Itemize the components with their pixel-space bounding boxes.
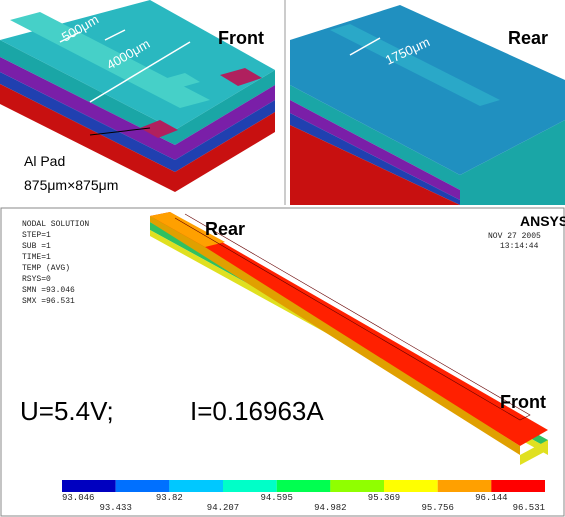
rear-model: 1750μm Rear [290,5,565,205]
colorbar-label: 95.369 [368,493,400,503]
colorbar-label: 93.82 [156,493,183,503]
rear-label: Rear [205,219,245,239]
date: NOV 27 2005 [488,232,541,241]
info-line: STEP=1 [22,231,51,240]
voltage: U=5.4V; [20,396,114,426]
front-label: Front [500,392,546,412]
info-line: SMN =93.046 [22,286,75,295]
side-label: Front [218,28,264,48]
colorbar-label: 94.982 [314,503,346,513]
info-line: TEMP (AVG) [22,264,70,273]
colorbar-label: 93.046 [62,493,94,503]
colorbar [62,480,545,492]
colorbar-label: 96.144 [475,493,507,503]
side-label: Rear [508,28,548,48]
info-line: RSYS=0 [22,275,51,284]
info-line: TIME=1 [22,253,51,262]
figure: 500μm 4000μm Front Al Pad 875μm×875μm 17… [0,0,565,517]
time: 13:14:44 [500,242,539,251]
info-line: SMX =96.531 [22,297,75,306]
solution-panel: NODAL SOLUTION STEP=1 SUB =1 TIME=1 TEMP (AV… [1,208,565,516]
pad-label: Al Pad [24,153,65,169]
logo: ANSYS [520,213,565,229]
info-line: NODAL SOLUTION [22,220,89,229]
colorbar-label: 96.531 [513,503,545,513]
colorbar-label: 93.433 [99,503,131,513]
current: I=0.16963A [190,396,324,426]
pad-size-label: 875μm×875μm [24,177,118,193]
front-model: 500μm 4000μm Front Al Pad 875μm×875μm [0,0,282,205]
info-line: SUB =1 [22,242,51,251]
colorbar-label: 94.595 [260,493,292,503]
colorbar-label: 94.207 [207,503,239,513]
colorbar-label: 95.756 [421,503,453,513]
